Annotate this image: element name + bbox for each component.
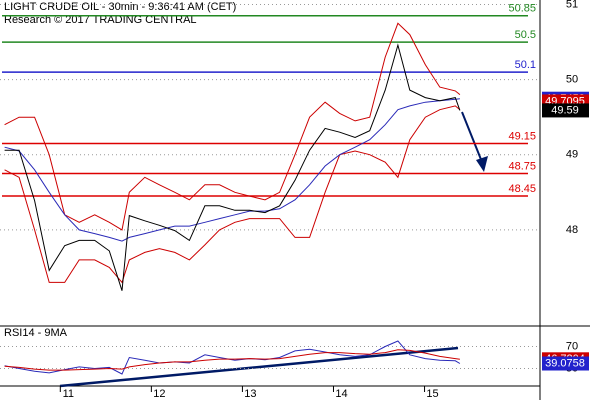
x-tick-label: 11: [63, 388, 74, 400]
level-label: 50.85: [508, 3, 536, 15]
series-line: [4, 43, 461, 291]
trend-line: [59, 346, 459, 388]
x-tick-label: 15: [426, 388, 438, 400]
level-label: 48.75: [508, 160, 536, 172]
y-tick-label: 49: [566, 149, 578, 161]
series-line: [4, 98, 460, 242]
price-box: [542, 103, 589, 118]
y-tick-label: 51: [566, 0, 578, 10]
series-line: [4, 349, 460, 371]
chart-subtitle: Research © 2017 TRADING CENTRAL: [4, 14, 197, 26]
series-line: [4, 105, 461, 284]
series-line: [4, 340, 461, 375]
price-box-label: 39.0758: [545, 357, 585, 369]
y-tick-label: 50: [566, 74, 578, 86]
x-tick-label: 13: [244, 388, 256, 400]
series-line: [4, 22, 461, 231]
x-tick-label: 14: [335, 388, 347, 400]
level-label: 49.15: [508, 130, 536, 142]
level-label: 50.1: [515, 59, 536, 71]
y-tick-label: 70: [566, 340, 578, 352]
level-label: 48.45: [508, 183, 536, 195]
chart-title: LIGHT CRUDE OIL - 30min - 9:36:41 AM (CE…: [4, 1, 236, 13]
x-tick-label: 12: [153, 388, 165, 400]
price-box: [542, 356, 589, 371]
panel-title: RSI14 - 9MA: [4, 327, 68, 339]
y-tick-label: 48: [566, 224, 578, 236]
arrow-head: [476, 156, 488, 172]
level-label: 50.5: [515, 29, 536, 41]
price-box-label: 49.59: [551, 104, 579, 116]
arrow-shaft: [461, 111, 483, 163]
